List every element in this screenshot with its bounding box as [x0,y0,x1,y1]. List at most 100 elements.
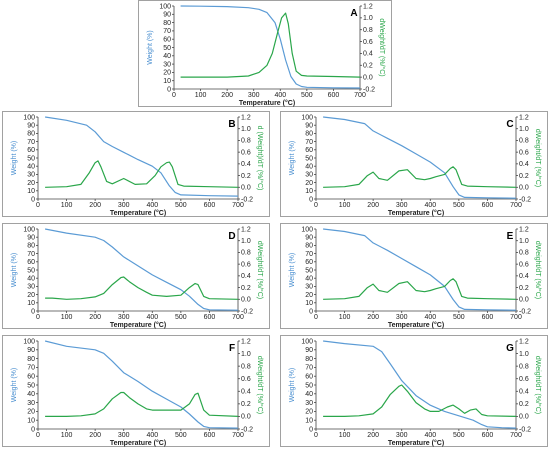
y-right-axis-title: dWeight/dT (%/°C) [256,241,264,299]
x-tick-label: 300 [118,314,130,321]
x-tick-label: 400 [424,314,436,321]
panel-label: E [507,231,514,242]
x-tick-label: 700 [510,432,522,439]
y-left-tick-label: 60 [163,37,171,44]
y-right-tick-label: 0.4 [519,161,529,168]
y-left-tick-label: 40 [305,276,313,283]
y-left-tick-label: 0 [309,196,313,203]
x-axis-title: Temperature (°C) [110,439,166,447]
x-tick-label: 700 [232,202,244,209]
y-left-tick-label: 90 [27,347,35,354]
panel-label: D [228,231,235,242]
x-tick-label: 500 [175,314,187,321]
y-left-tick-label: 90 [27,235,35,242]
panel-frame [280,335,548,447]
y-left-tick-label: 30 [27,400,35,407]
y-left-tick-label: 20 [305,180,313,187]
weight-curve [44,340,239,429]
y-left-tick-label: 60 [305,374,313,381]
y-right-tick-label: 0.0 [241,414,251,421]
x-tick-label: 700 [354,92,366,99]
panel-label: A [350,8,357,19]
y-left-tick-label: 50 [163,45,171,52]
y-right-tick-label: 0.2 [519,173,529,180]
y-right-tick-label: -0.2 [241,426,253,433]
x-tick-label: 700 [232,314,244,321]
derivative-curve [180,12,361,78]
y-left-tick-label: 80 [27,131,35,138]
x-tick-label: 0 [36,314,40,321]
panel-label: B [228,119,235,130]
y-left-tick-label: 50 [305,382,313,389]
x-tick-label: 200 [89,202,101,209]
y-right-axis-title: dWeight/dT (%/°C) [378,18,386,76]
y-left-tick-label: 100 [23,114,35,121]
x-tick-label: 0 [172,92,176,99]
derivative-curve [323,278,517,300]
x-tick-label: 200 [367,202,379,209]
y-left-tick-label: 20 [305,292,313,299]
y-left-tick-label: 70 [305,251,313,258]
panel-frame [2,223,270,329]
y-left-tick-label: 50 [305,267,313,274]
x-tick-label: 100 [339,314,351,321]
y-right-tick-label: 1.0 [241,238,251,245]
y-left-tick-label: 90 [305,347,313,354]
y-left-tick-label: 50 [27,155,35,162]
x-tick-label: 400 [146,432,158,439]
panel-label: C [506,119,513,130]
y-left-tick-label: 60 [305,259,313,266]
y-right-tick-label: 0.6 [519,149,529,156]
y-right-tick-label: 0.4 [241,389,251,396]
derivative-curve [45,160,239,188]
y-right-tick-label: 1.0 [363,15,373,22]
x-axis-title: Temperature (°C) [110,209,166,217]
x-tick-label: 600 [204,314,216,321]
weight-curve [323,116,517,199]
x-tick-label: 600 [482,314,494,321]
x-axis-title: Temperature (°C) [110,321,166,329]
y-left-tick-label: 30 [305,172,313,179]
weight-curve [45,116,239,197]
x-tick-label: 600 [204,432,216,439]
x-tick-label: 400 [424,432,436,439]
x-tick-label: 200 [367,432,379,439]
y-right-tick-label: -0.2 [519,196,531,203]
y-left-tick-label: 20 [305,409,313,416]
y-left-tick-label: 40 [27,276,35,283]
y-left-axis-title: Weight (%) [289,141,296,176]
y-left-tick-label: 100 [301,114,313,121]
y-right-tick-label: 0.2 [241,401,251,408]
y-left-tick-label: 70 [27,365,35,372]
y-right-tick-label: 1.2 [519,226,529,233]
y-left-tick-label: 60 [27,259,35,266]
y-left-tick-label: 30 [305,400,313,407]
derivative-curve [323,166,517,188]
y-right-axis-title: d (Weight)/dT (%/°C) [256,126,264,191]
y-left-axis-title: Weight (%) [11,368,18,403]
y-left-axis-title: Weight (%) [11,141,18,176]
y-left-tick-label: 90 [163,12,171,19]
y-left-tick-label: 90 [305,123,313,130]
panel-frame [138,0,392,107]
y-right-tick-label: 0.6 [241,376,251,383]
y-right-tick-label: -0.2 [519,308,531,315]
y-right-tick-label: 0.4 [519,273,529,280]
y-right-tick-label: 0.0 [519,414,529,421]
y-right-tick-label: 0.6 [241,261,251,268]
weight-curve [44,228,239,311]
x-axis-title: Temperature (°C) [388,321,444,329]
panel-frame [280,111,548,217]
x-tick-label: 300 [118,202,130,209]
y-left-tick-label: 20 [27,409,35,416]
y-left-tick-label: 30 [27,172,35,179]
y-right-tick-label: 1.2 [363,3,373,10]
y-right-tick-label: 0.8 [241,250,251,257]
y-left-axis-title: Weight (%) [289,253,296,288]
y-left-tick-label: 70 [163,28,171,35]
